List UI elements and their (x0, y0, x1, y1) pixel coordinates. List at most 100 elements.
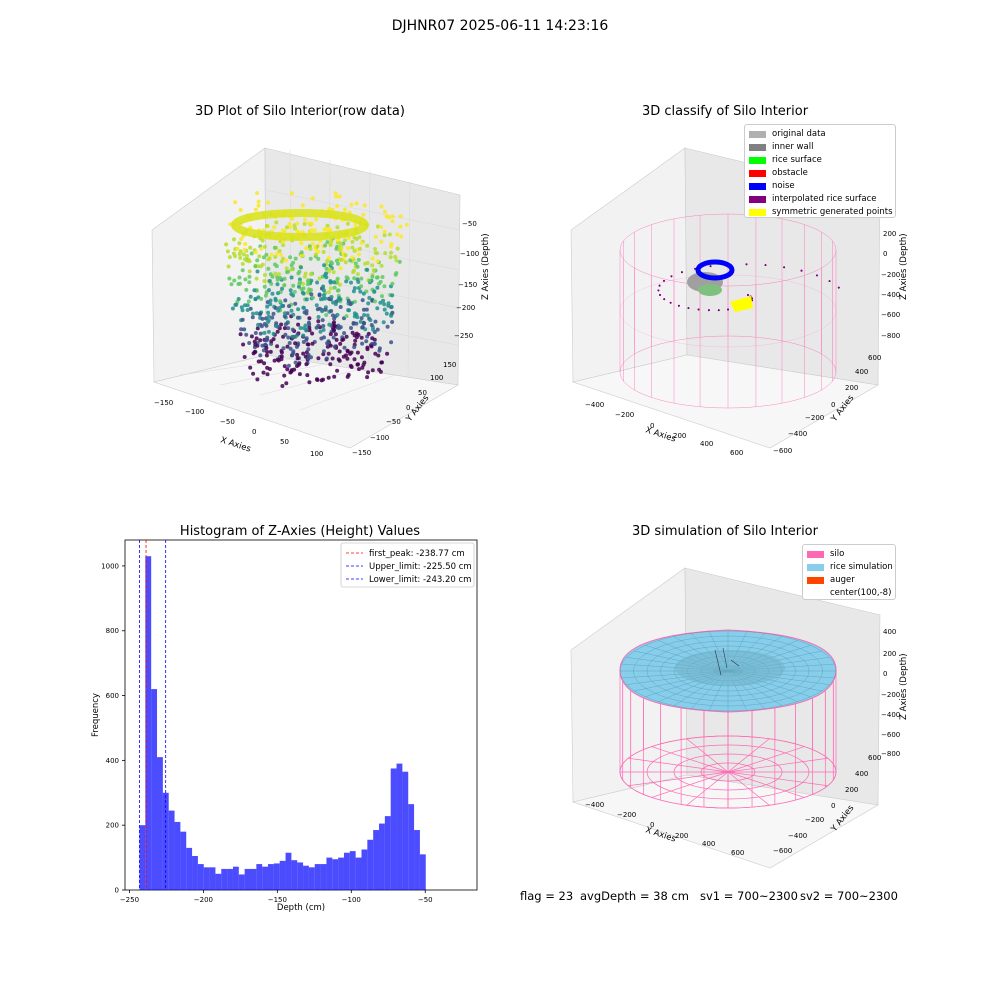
raw-point (358, 319, 363, 324)
raw-point (238, 332, 243, 337)
raw-point (382, 302, 387, 307)
raw-point (271, 331, 276, 336)
raw-point (310, 241, 315, 246)
raw-point (246, 299, 251, 304)
raw-point (245, 308, 250, 312)
status-sv1: sv1 = 700~2300 (700, 889, 798, 903)
raw-point (327, 206, 332, 211)
raw-point (367, 278, 372, 283)
raw-point (308, 256, 313, 261)
raw-point (272, 358, 277, 363)
raw-point (343, 238, 347, 243)
raw-point (289, 267, 294, 272)
raw-point (303, 323, 308, 328)
sim-xtick: 400 (702, 840, 715, 848)
raw-point (288, 225, 293, 230)
raw-point (293, 334, 298, 339)
classify-xtick: −200 (615, 411, 634, 419)
classify-legend-label: inner wall (772, 142, 814, 152)
raw-point (247, 280, 252, 285)
simulation-legend-label: center(100,-8) (830, 588, 892, 598)
simulation-bottom-spoke (727, 757, 828, 773)
raw-point (253, 297, 258, 302)
classify-legend-label: symmetric generated points (772, 207, 893, 217)
classify-surface-point (681, 271, 683, 274)
raw-point (264, 353, 269, 358)
raw-point (261, 370, 266, 375)
histogram-y-tick-label: 800 (106, 627, 119, 635)
raw-point (357, 252, 361, 257)
classify-legend-item: inner wall (749, 141, 813, 153)
classify-legend-label: obstacle (772, 168, 808, 178)
raw-point (316, 315, 321, 319)
raw-point (262, 244, 267, 249)
histogram-y-tick-label: 400 (106, 757, 119, 765)
raw-ytick: 50 (418, 389, 427, 397)
raw-point (310, 221, 314, 226)
raw-point (321, 327, 326, 332)
classify-surface-point (670, 275, 673, 278)
simulation-bottom-spoke (686, 738, 729, 773)
raw-point (297, 372, 302, 377)
raw-point (281, 243, 286, 248)
raw-point (332, 328, 336, 333)
raw-point (273, 306, 278, 310)
histogram-bar (151, 689, 158, 890)
raw-point (251, 311, 255, 316)
raw-point (266, 329, 271, 334)
histogram-bar (157, 757, 163, 890)
raw-point (351, 289, 356, 294)
classify-legend-swatch (749, 156, 766, 164)
raw-point (347, 308, 351, 313)
raw-point (306, 342, 311, 347)
raw-point (287, 304, 291, 309)
raw-point (231, 251, 236, 256)
raw-point (282, 228, 287, 233)
raw-point (370, 368, 375, 373)
raw-point (315, 377, 319, 382)
raw-point (344, 314, 349, 319)
raw-point (237, 241, 242, 246)
raw-point (348, 363, 353, 368)
raw-point (282, 311, 287, 316)
raw-point (328, 343, 333, 348)
raw-point (258, 331, 263, 336)
raw-point (377, 348, 382, 353)
raw-point (229, 282, 234, 287)
raw-point (371, 268, 376, 273)
raw-point (308, 272, 313, 277)
raw-point (389, 340, 394, 345)
histogram-title: Histogram of Z-Axies (Height) Values (179, 524, 421, 539)
raw-point (332, 374, 337, 379)
raw-point (337, 282, 342, 287)
raw-point (265, 350, 270, 354)
raw-point (344, 353, 348, 358)
histogram-bar (379, 823, 385, 890)
raw-point (269, 339, 274, 344)
raw-point (381, 298, 386, 303)
raw-point (328, 243, 333, 247)
raw-point (379, 225, 383, 229)
raw-point (312, 228, 317, 233)
raw-point (375, 259, 380, 264)
raw-point (241, 252, 246, 257)
raw-point (236, 282, 241, 286)
raw-point (291, 293, 296, 298)
raw-point (309, 278, 314, 283)
raw-point (266, 257, 271, 262)
sim-ztick: 200 (883, 650, 896, 658)
raw-point (232, 278, 237, 283)
raw-point (314, 217, 319, 222)
raw-point (344, 334, 349, 339)
simulation-legend-item: rice simulation (807, 561, 893, 573)
raw-point (358, 289, 363, 294)
raw-point (240, 261, 245, 266)
raw-point (356, 362, 360, 367)
classify-ytick: 200 (845, 384, 858, 392)
raw-point (380, 294, 384, 299)
raw-point (275, 251, 280, 256)
raw-point (267, 288, 271, 293)
raw-point (225, 249, 230, 254)
raw-point (362, 321, 366, 326)
classify-3d-axes-box (570, 147, 881, 449)
